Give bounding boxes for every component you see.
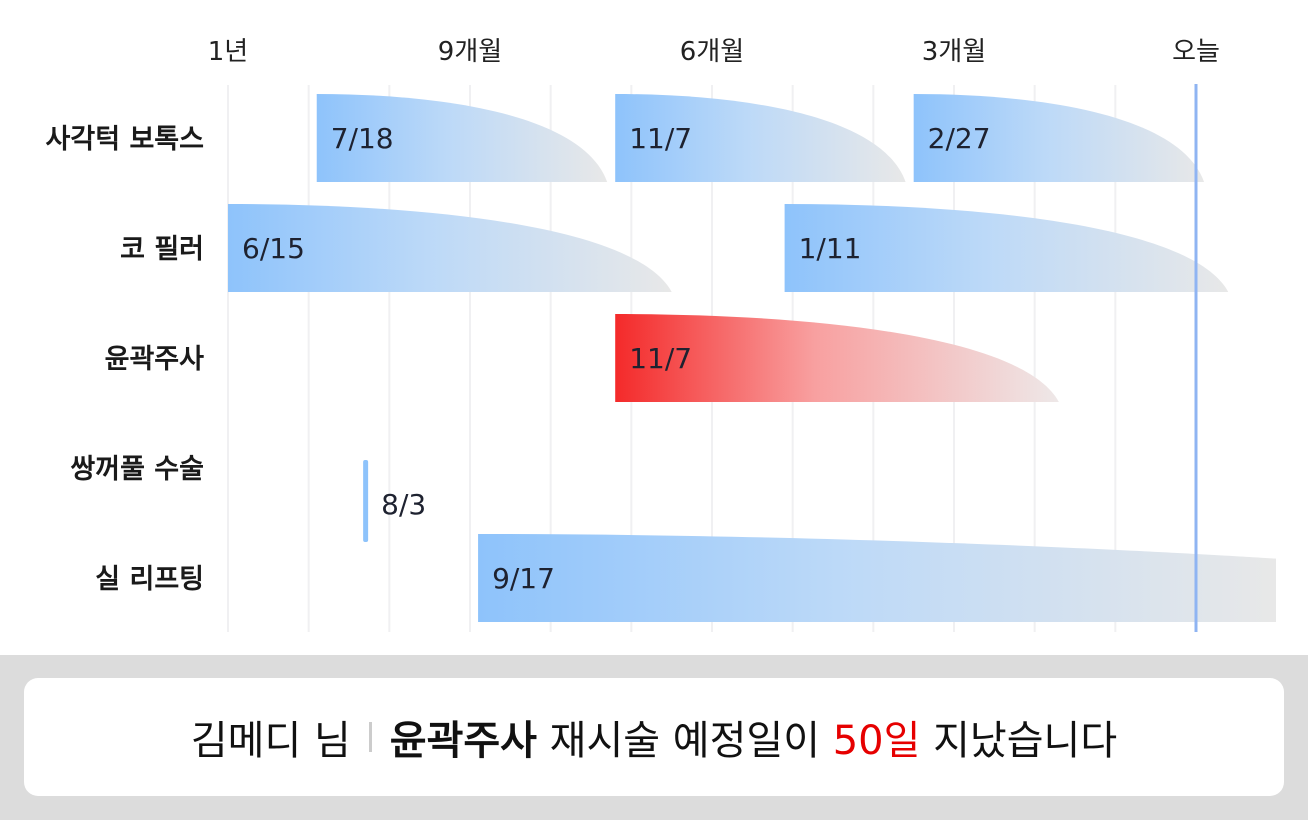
event-date-label: 8/3 [381, 488, 426, 521]
x-tick-label: 9개월 [438, 37, 502, 67]
x-tick-label: 3개월 [922, 37, 986, 67]
x-tick-label: 오늘 [1172, 37, 1220, 67]
procedure-bar-highlight[interactable] [615, 314, 1059, 402]
procedure-bar[interactable] [615, 94, 906, 182]
procedure-bar[interactable] [913, 94, 1205, 182]
procedure-bar[interactable] [784, 204, 1229, 292]
overdue-days: 50일 [832, 718, 921, 764]
notice-text-end: 지났습니다 [920, 718, 1118, 764]
row-label: 쌍꺼풀 수술 [70, 454, 204, 485]
procedure-bar[interactable] [228, 204, 672, 292]
row-label: 실 리프팅 [95, 564, 204, 595]
row-label: 윤곽주사 [105, 344, 205, 375]
procedure-name: 윤곽주사 [389, 718, 537, 764]
notice-text: 재시술 예정일이 [536, 718, 833, 764]
event-date-label: 7/18 [331, 122, 394, 155]
event-date-label: 6/15 [242, 232, 305, 265]
notice-bar: 김메디 님 윤곽주사 재시술 예정일이 50일 지났습니다 [0, 655, 1308, 820]
procedure-bar[interactable] [316, 94, 608, 182]
procedure-bar[interactable] [478, 534, 1277, 622]
event-date-label: 11/7 [629, 122, 692, 155]
notice-card: 김메디 님 윤곽주사 재시술 예정일이 50일 지났습니다 [24, 678, 1284, 796]
event-date-label: 11/7 [629, 342, 692, 375]
event-date-label: 9/17 [492, 562, 555, 595]
event-date-label: 1/11 [799, 232, 862, 265]
user-name: 김메디 님 [190, 718, 351, 764]
divider [368, 722, 372, 752]
procedure-marker[interactable] [363, 460, 369, 542]
row-label: 사각턱 보톡스 [46, 124, 204, 155]
x-tick-label: 1년 [208, 37, 248, 67]
row-label: 코 필러 [120, 234, 204, 265]
x-tick-label: 6개월 [680, 37, 744, 67]
event-date-label: 2/27 [928, 122, 991, 155]
